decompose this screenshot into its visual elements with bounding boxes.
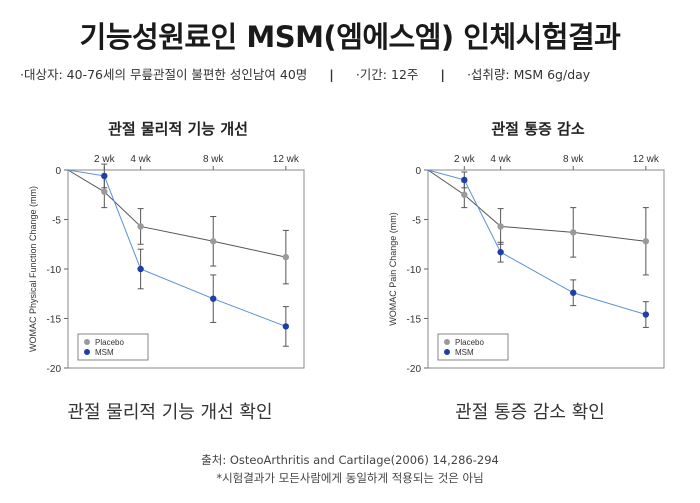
data-point-placebo — [282, 253, 290, 261]
chart-physical-function: 0 -5 -10 -15 -20 2 wk 4 wk 8 wk 12 wk WOMAC Physi… — [28, 154, 305, 375]
y-tick-label: 0 — [415, 166, 421, 177]
data-point-msm — [137, 265, 144, 273]
legend-label-placebo: Placebo — [95, 338, 124, 347]
x-tick-label: 12 wk — [273, 154, 300, 165]
data-point-msm — [101, 172, 108, 180]
y-tick-label: -15 — [407, 315, 422, 326]
study-subjects: ·대상자: 40-76세의 무릎관절이 불편한 성인남여 40명 — [20, 67, 308, 82]
data-point-msm — [282, 323, 290, 330]
y-tick-label: -20 — [47, 364, 62, 375]
data-point-placebo — [497, 223, 504, 230]
study-info: ·대상자: 40-76세의 무릎관절이 불편한 성인남여 40명 | ·기간: … — [20, 64, 690, 83]
y-tick-label: -15 — [47, 315, 62, 326]
y-axis-label: WOMAC Pain Change (mm) — [388, 212, 398, 326]
y-tick-label: -20 — [407, 364, 422, 375]
legend-marker-msm — [84, 349, 90, 355]
data-point-placebo — [210, 238, 217, 245]
caption-pain: 관절 통증 감소 확인 — [455, 402, 605, 423]
data-point-msm — [461, 176, 468, 184]
data-point-placebo — [461, 191, 468, 198]
chart-title-pain: 관절 통증 감소 — [491, 120, 585, 138]
y-tick-label: -10 — [47, 265, 62, 276]
chart-title-function: 관절 물리적 기능 개선 — [108, 120, 248, 138]
legend-label-msm: MSM — [455, 348, 474, 357]
legend-marker-msm — [444, 349, 450, 355]
data-point-msm — [497, 248, 504, 256]
legend-marker-placebo — [444, 339, 450, 345]
study-dose: ·섭취량: MSM 6g/day — [466, 67, 591, 82]
caption-function: 관절 물리적 기능 개선 확인 — [67, 402, 273, 423]
legend-box — [437, 333, 509, 361]
legend-marker-placebo — [84, 339, 90, 345]
data-point-placebo — [642, 238, 650, 245]
data-point-placebo — [137, 223, 144, 230]
y-axis-label: WOMAC Physical Function Change (mm) — [28, 186, 38, 352]
x-tick-label: 2 wk — [454, 154, 476, 165]
legend-box — [77, 333, 149, 361]
data-point-msm — [642, 311, 650, 318]
data-point-msm — [570, 289, 577, 296]
legend-label-msm: MSM — [95, 348, 114, 357]
x-tick-label: 8 wk — [563, 154, 585, 165]
legend-label-placebo: Placebo — [455, 338, 484, 347]
info-separator: | — [329, 67, 334, 82]
info-separator: | — [440, 67, 445, 82]
chart-pain: 0 -5 -10 -15 -20 2 wk 4 wk 8 wk 12 wk WOMAC Pain … — [388, 154, 665, 375]
data-point-msm — [210, 295, 217, 302]
data-point-placebo — [570, 229, 577, 236]
x-tick-label: 12 wk — [633, 154, 660, 165]
y-tick-label: -10 — [407, 265, 422, 276]
source-citation: 출처: OsteoArthritis and Cartilage(2006) 1… — [201, 453, 499, 467]
y-tick-label: -5 — [412, 216, 421, 227]
page-title: 기능성원료인 MSM(엠에스엠) 인체시험결과 — [79, 20, 621, 54]
disclaimer-note: *시험결과가 모든사람에게 동일하게 적용되는 것은 아님 — [216, 471, 484, 485]
x-tick-label: 4 wk — [130, 154, 152, 165]
y-tick-label: -5 — [52, 216, 61, 227]
data-point-placebo — [101, 188, 108, 195]
y-tick-label: 0 — [55, 166, 61, 177]
x-tick-label: 4 wk — [490, 154, 512, 165]
study-period: ·기간: 12주 — [355, 67, 419, 82]
x-tick-label: 8 wk — [203, 154, 225, 165]
x-tick-label: 2 wk — [94, 154, 116, 165]
